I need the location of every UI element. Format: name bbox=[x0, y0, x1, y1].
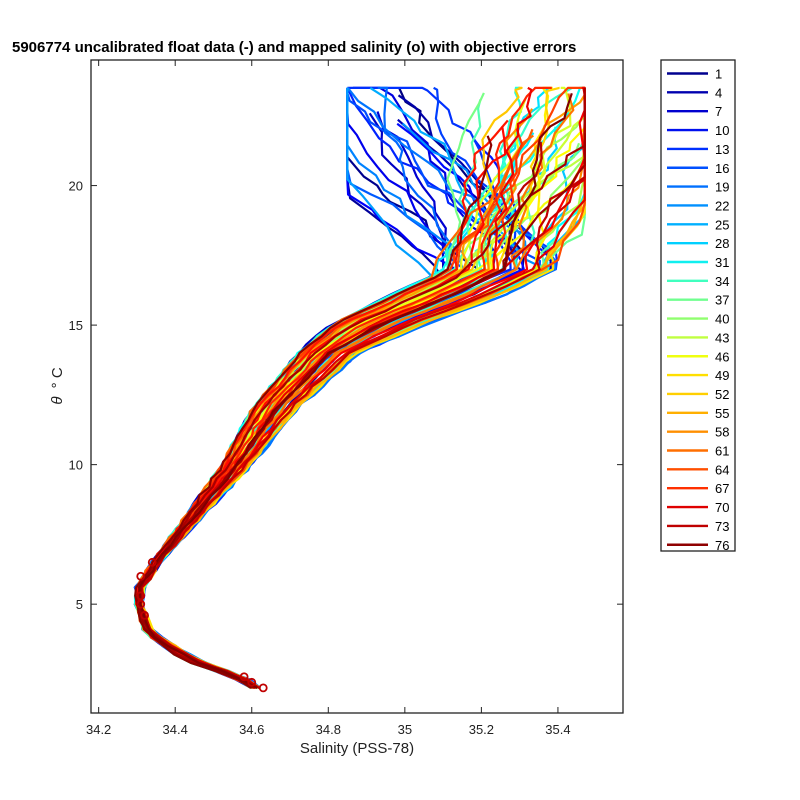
legend-label: 34 bbox=[715, 274, 729, 289]
legend-label: 16 bbox=[715, 161, 729, 176]
legend-label: 67 bbox=[715, 481, 729, 496]
legend-label: 37 bbox=[715, 293, 729, 308]
legend-label: 46 bbox=[715, 349, 729, 364]
legend-label: 73 bbox=[715, 519, 729, 534]
legend-label: 10 bbox=[715, 123, 729, 138]
legend-label: 25 bbox=[715, 217, 729, 232]
y-axis-label: θ ° C bbox=[49, 367, 66, 404]
legend-label: 52 bbox=[715, 387, 729, 402]
mapped-salinity-point bbox=[147, 557, 157, 567]
mapped-salinity-markers bbox=[136, 557, 268, 693]
y-axis-label-unit: ° C bbox=[49, 367, 66, 388]
y-tick-label: 10 bbox=[69, 458, 83, 473]
legend-label: 61 bbox=[715, 444, 729, 459]
legend-label: 55 bbox=[715, 406, 729, 421]
x-tick-label: 35 bbox=[398, 722, 412, 737]
legend-label: 13 bbox=[715, 142, 729, 157]
legend-label: 49 bbox=[715, 368, 729, 383]
x-axis: 34.2 34.4 34.6 34.8 35 35.2 35.4 bbox=[86, 60, 571, 737]
legend: 1 4 7 10 13 16 19 22 25 28 31 34 37 40 43 46 49 52 55 58 61 6… bbox=[660, 59, 736, 553]
x-tick-label: 35.2 bbox=[469, 722, 494, 737]
legend-label: 58 bbox=[715, 425, 729, 440]
x-tick-label: 34.2 bbox=[86, 722, 111, 737]
legend-label: 64 bbox=[715, 462, 729, 477]
profile-line bbox=[138, 92, 573, 689]
y-axis: 5 10 15 20 bbox=[69, 179, 623, 612]
mapped-salinity-point bbox=[136, 571, 146, 581]
legend-label: 76 bbox=[715, 538, 729, 553]
mapped-salinity-point bbox=[136, 599, 146, 609]
mapped-salinity-point bbox=[239, 672, 249, 682]
mapped-salinity-point bbox=[140, 610, 149, 620]
y-axis-label-symbol: θ bbox=[49, 397, 66, 405]
x-tick-label: 34.8 bbox=[316, 722, 341, 737]
svg-text:θ ° C: θ ° C bbox=[49, 367, 66, 404]
x-tick-label: 34.4 bbox=[163, 722, 188, 737]
chart-title: 5906774 uncalibrated float data (-) and … bbox=[12, 39, 576, 56]
legend-label: 28 bbox=[715, 236, 729, 251]
mapped-salinity-point bbox=[247, 677, 257, 687]
y-tick-label: 5 bbox=[76, 597, 83, 612]
legend-label: 43 bbox=[715, 330, 729, 345]
legend-label: 70 bbox=[715, 500, 729, 515]
x-axis-label: Salinity (PSS-78) bbox=[300, 740, 414, 757]
x-tick-label: 34.6 bbox=[239, 722, 264, 737]
legend-label: 40 bbox=[715, 312, 729, 327]
y-tick-label: 15 bbox=[69, 318, 83, 333]
legend-label: 19 bbox=[715, 180, 729, 195]
legend-label: 4 bbox=[715, 85, 722, 100]
y-tick-label: 20 bbox=[69, 179, 83, 194]
legend-label: 7 bbox=[715, 104, 722, 119]
plot-frame bbox=[90, 59, 624, 714]
mapped-salinity-point bbox=[136, 591, 146, 601]
x-tick-label: 35.4 bbox=[545, 722, 570, 737]
mapped-salinity-point bbox=[258, 683, 268, 693]
legend-label: 31 bbox=[715, 255, 729, 270]
legend-label: 22 bbox=[715, 198, 729, 213]
legend-label: 1 bbox=[715, 67, 722, 82]
